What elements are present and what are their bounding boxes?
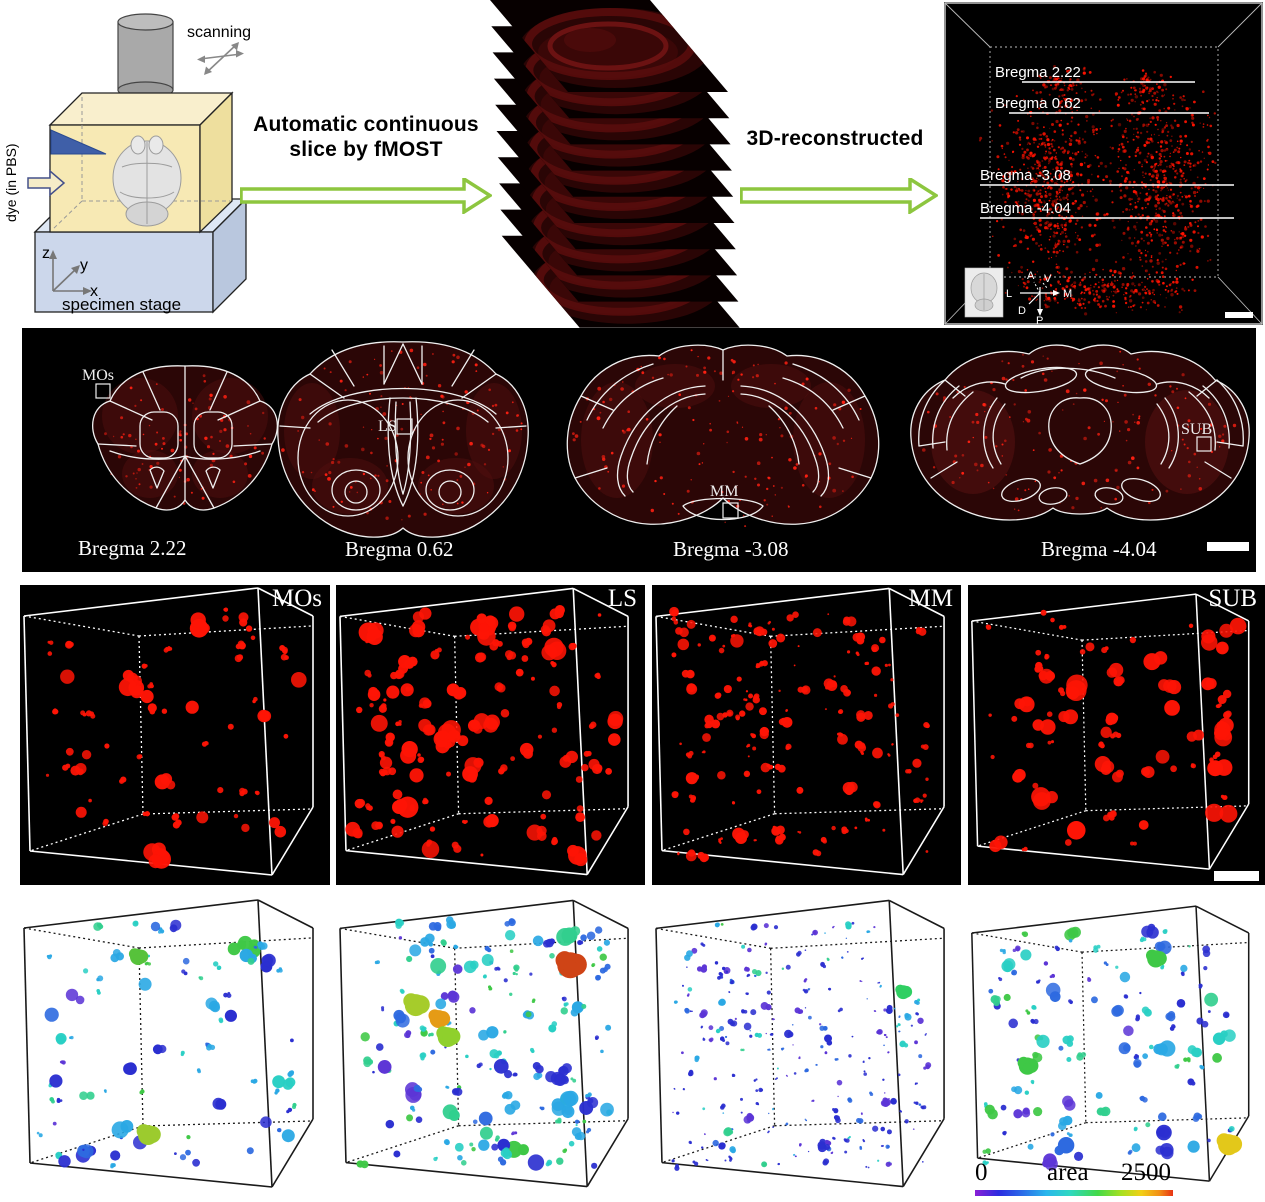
area-colorbar: 0 area 2500 xyxy=(975,1159,1175,1199)
scale-bar xyxy=(1207,542,1249,551)
brain-icon xyxy=(112,135,182,227)
red-cube-panel-mos: MOs xyxy=(20,585,330,885)
caption-bregma--404: Bregma -4.04 xyxy=(1041,537,1157,561)
knife-icon xyxy=(50,129,107,155)
compass-l-label: L xyxy=(1006,288,1012,300)
atlas-outlines xyxy=(92,365,278,511)
svg-text:Bregma 0.62: Bregma 0.62 xyxy=(995,95,1081,112)
colorbar-min-label: 0 xyxy=(975,1159,988,1186)
stage-label: specimen stage xyxy=(62,295,181,314)
caption-bregma--308: Bregma -3.08 xyxy=(673,537,789,561)
colorbar-max-label: 2500 xyxy=(1121,1159,1171,1186)
caption-bregma-062: Bregma 0.62 xyxy=(345,537,454,561)
svg-text:Bregma -3.08: Bregma -3.08 xyxy=(980,167,1071,184)
compass-m-label: M xyxy=(1063,288,1072,300)
scanning-arrows-icon xyxy=(197,42,244,75)
scanning-label: scanning xyxy=(187,24,251,41)
region-box-mm xyxy=(722,502,739,519)
segmented-cube-mm xyxy=(655,899,945,1188)
slice-stack xyxy=(490,0,740,328)
step2-label: 3D-reconstructed xyxy=(746,127,924,150)
axis-z-label: z xyxy=(42,245,50,262)
cube-label-sub: SUB xyxy=(1208,585,1257,612)
colorbar-title: area xyxy=(1047,1159,1089,1186)
colorbar-gradient xyxy=(975,1190,1173,1196)
brain-3d-panel: Bregma 2.22 Bregma 0.62 Bregma -3.08 Bregma… xyxy=(944,2,1263,325)
scale-bar xyxy=(1225,312,1253,318)
workflow-arrow-2 xyxy=(740,178,938,214)
xyz-axes-icon xyxy=(49,250,92,295)
workflow-arrow-1 xyxy=(240,178,492,214)
reconstructed-brain-dots xyxy=(978,65,1217,316)
coronal-slice-bregma--4.04: SUB xyxy=(910,344,1250,521)
coronal-slice-bregma-0.62: LS xyxy=(277,341,529,538)
compass-a-label: A xyxy=(1027,270,1035,282)
red-cube-panel-ls: LS xyxy=(336,585,645,885)
fmost-schematic: scanning xyxy=(3,13,251,314)
svg-text:Bregma -4.04: Bregma -4.04 xyxy=(980,200,1071,217)
step1-label: Automatic continuous slice by fMOST xyxy=(253,113,479,162)
axis-y-label: y xyxy=(80,257,88,274)
region-label-mm: MM xyxy=(710,483,738,500)
coronal-slice-bregma--3.08: MM xyxy=(566,344,880,528)
cube-label-ls: LS xyxy=(607,585,637,612)
orientation-brain-inset xyxy=(964,267,1004,318)
compass-p-label: P xyxy=(1036,315,1043,325)
compass-d-label: D xyxy=(1018,305,1026,317)
region-box-mos xyxy=(95,383,111,399)
segmented-cube-sub xyxy=(971,905,1250,1182)
region-label-mos: MOs xyxy=(82,367,114,384)
dye-arrow-icon xyxy=(27,169,66,197)
svg-text:Bregma 2.22: Bregma 2.22 xyxy=(995,64,1081,81)
cube-label-mm: MM xyxy=(908,585,953,612)
region-label-sub: SUB xyxy=(1181,421,1212,438)
region-box-sub xyxy=(1196,436,1212,452)
orientation-compass: A V L M D P xyxy=(1006,270,1072,325)
plaque-speckles xyxy=(281,348,523,521)
atlas-outlines xyxy=(277,341,529,538)
dye-label: dye (in PBS) xyxy=(3,143,19,222)
red-cube-panel-sub: SUB xyxy=(968,585,1265,885)
red-cube-panel-mm: MM xyxy=(652,585,961,885)
atlas-outlines xyxy=(566,344,880,525)
cube-label-mos: MOs xyxy=(271,585,322,612)
axis-x-label: x xyxy=(90,283,98,300)
caption-bregma-222: Bregma 2.22 xyxy=(78,536,187,560)
segmented-cube-mos xyxy=(23,899,314,1188)
bregma-level-lines: Bregma 2.22 Bregma 0.62 Bregma -3.08 Bregma… xyxy=(980,64,1234,219)
region-box-ls xyxy=(396,418,413,435)
scale-bar xyxy=(1214,871,1259,881)
compass-v-label: V xyxy=(1044,273,1052,285)
region-label-ls: LS xyxy=(378,418,397,435)
segmented-cube-ls xyxy=(339,899,629,1188)
coronal-slice-bregma-2.22: MOs xyxy=(82,365,278,511)
atlas-outlines xyxy=(910,344,1250,521)
